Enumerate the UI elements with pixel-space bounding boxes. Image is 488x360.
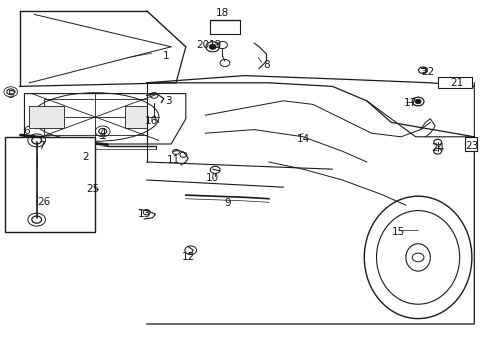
Text: 12: 12 (181, 252, 195, 262)
Text: 25: 25 (86, 184, 100, 194)
Polygon shape (29, 106, 63, 128)
Text: 20: 20 (196, 40, 209, 50)
Text: 26: 26 (37, 197, 51, 207)
Polygon shape (20, 11, 185, 86)
Text: 5: 5 (7, 90, 14, 100)
Text: 18: 18 (215, 8, 229, 18)
Text: 6: 6 (23, 126, 30, 136)
Text: 13: 13 (137, 209, 151, 219)
Bar (5, 137, 95, 232)
Text: 15: 15 (391, 227, 405, 237)
Text: 9: 9 (224, 198, 230, 208)
Circle shape (209, 44, 216, 49)
Text: 10: 10 (206, 173, 219, 183)
Text: 19: 19 (208, 40, 222, 50)
Text: 11: 11 (166, 155, 180, 165)
Text: 24: 24 (430, 143, 444, 153)
Polygon shape (124, 106, 146, 128)
Text: 7: 7 (38, 141, 45, 151)
Text: 22: 22 (420, 67, 434, 77)
Circle shape (414, 99, 420, 104)
Polygon shape (24, 94, 185, 144)
Text: 17: 17 (403, 98, 417, 108)
Text: 16: 16 (144, 116, 158, 126)
Text: 2: 2 (82, 152, 89, 162)
Polygon shape (437, 77, 471, 88)
Text: 14: 14 (296, 134, 309, 144)
Text: 8: 8 (263, 60, 269, 70)
Text: 4: 4 (99, 128, 106, 138)
Polygon shape (464, 137, 476, 151)
Text: 3: 3 (165, 96, 172, 106)
Text: 23: 23 (464, 141, 478, 151)
Text: 1: 1 (163, 51, 169, 61)
Polygon shape (146, 83, 473, 324)
Text: 21: 21 (449, 78, 463, 88)
